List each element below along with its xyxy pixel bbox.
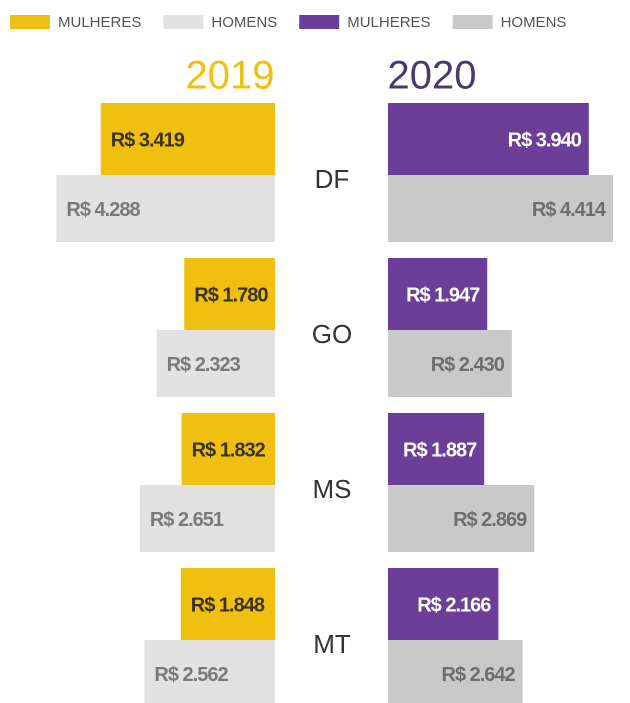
- value-label: R$ 2.166: [417, 594, 491, 616]
- bar: [156, 330, 275, 397]
- bar: [388, 640, 523, 703]
- legend-label: HOMENS: [501, 14, 567, 31]
- bar: [184, 258, 275, 330]
- bar: [388, 258, 488, 330]
- value-label: R$ 1.947: [406, 284, 480, 306]
- panel-title: 2019: [186, 54, 275, 98]
- category-label: MT: [313, 629, 351, 659]
- bar: [388, 175, 613, 242]
- bar: [56, 175, 275, 242]
- value-label: R$ 2.869: [453, 509, 527, 531]
- bar: [388, 568, 499, 640]
- value-label: R$ 4.414: [532, 199, 607, 221]
- category-label: GO: [312, 319, 352, 349]
- value-label: R$ 4.288: [66, 199, 140, 221]
- value-label: R$ 2.323: [167, 354, 241, 376]
- bar: [180, 568, 275, 640]
- legend-label: HOMENS: [211, 14, 277, 31]
- value-label: R$ 1.887: [403, 439, 477, 461]
- panel-title: 2020: [388, 54, 477, 98]
- legend-swatch: [299, 15, 340, 29]
- value-label: R$ 1.832: [192, 439, 266, 461]
- value-label: R$ 1.848: [191, 594, 265, 616]
- legend-swatch: [10, 15, 50, 29]
- value-label: R$ 3.419: [111, 129, 185, 151]
- bar: [388, 103, 589, 175]
- bar: [144, 640, 275, 703]
- legend-label: MULHERES: [347, 14, 430, 31]
- bar: [100, 103, 275, 175]
- value-label: R$ 3.940: [508, 129, 582, 151]
- value-label: R$ 2.651: [150, 509, 224, 531]
- bar: [388, 485, 535, 552]
- value-label: R$ 2.430: [431, 354, 505, 376]
- bar: [181, 413, 275, 485]
- legend-swatch: [163, 15, 204, 29]
- bar: [388, 330, 512, 397]
- bar: [139, 485, 275, 552]
- value-label: R$ 2.562: [154, 664, 228, 686]
- bar: [388, 413, 485, 485]
- category-label: MS: [313, 474, 352, 504]
- value-label: R$ 2.642: [442, 664, 516, 686]
- category-label: DF: [315, 164, 350, 194]
- value-label: R$ 1.780: [194, 284, 268, 306]
- legend-swatch: [452, 15, 493, 29]
- legend-label: MULHERES: [58, 14, 141, 31]
